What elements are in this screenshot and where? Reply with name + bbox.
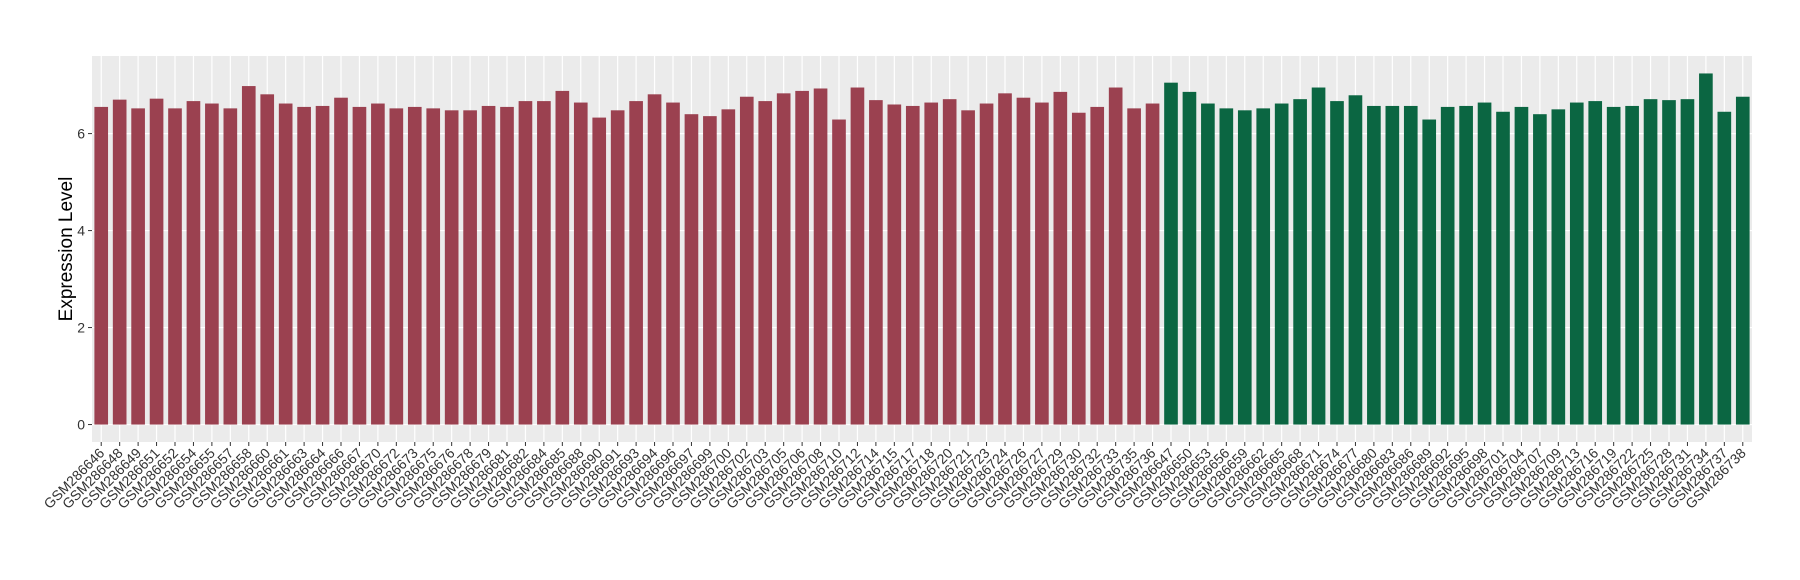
y-tick-label: 2 xyxy=(77,320,85,336)
bar xyxy=(297,106,311,425)
bar xyxy=(739,96,754,425)
bar xyxy=(1477,102,1492,425)
bar xyxy=(721,109,736,425)
bar xyxy=(1588,101,1603,425)
bar xyxy=(407,106,422,425)
bar xyxy=(592,117,607,425)
bar xyxy=(1127,108,1141,425)
bar xyxy=(832,119,846,425)
bar xyxy=(758,101,773,425)
bar xyxy=(131,108,145,425)
bar xyxy=(500,106,514,425)
bar xyxy=(1256,108,1271,425)
bar xyxy=(371,103,385,425)
bar xyxy=(1164,82,1178,425)
bar xyxy=(1274,103,1289,425)
bar xyxy=(869,100,883,425)
y-tick-label: 6 xyxy=(77,126,85,142)
bar xyxy=(573,102,588,425)
bar xyxy=(647,94,662,425)
bar xyxy=(426,108,441,425)
bar xyxy=(684,114,699,425)
bar xyxy=(1606,106,1621,425)
bar xyxy=(1182,91,1197,425)
bar xyxy=(223,108,238,425)
bar xyxy=(1459,105,1473,425)
y-tick-label: 0 xyxy=(77,417,85,433)
bar xyxy=(278,103,293,425)
bar xyxy=(1201,103,1215,425)
bar xyxy=(961,110,975,425)
bar xyxy=(1735,96,1750,425)
bar xyxy=(703,116,717,425)
bar xyxy=(813,88,828,425)
bar xyxy=(444,110,459,425)
bar xyxy=(1053,91,1068,425)
bar xyxy=(186,101,201,425)
bar xyxy=(1367,105,1381,425)
panel xyxy=(92,56,1752,442)
bar xyxy=(1403,105,1418,425)
bar xyxy=(850,87,865,425)
bar xyxy=(1717,111,1732,425)
bar xyxy=(1533,114,1547,425)
bar xyxy=(1680,99,1695,425)
bar xyxy=(1293,99,1307,425)
bar xyxy=(1348,95,1363,425)
bar xyxy=(260,94,275,425)
bar xyxy=(463,110,477,425)
bar xyxy=(1016,97,1031,425)
bar xyxy=(334,97,348,425)
bar xyxy=(481,105,496,425)
bar xyxy=(1237,110,1252,425)
bar xyxy=(168,108,182,425)
bar xyxy=(1145,103,1160,425)
bar xyxy=(315,105,330,425)
bar xyxy=(1219,108,1234,425)
bar xyxy=(776,93,791,425)
bar xyxy=(1551,109,1566,425)
bar xyxy=(389,108,404,425)
bar xyxy=(1090,106,1105,425)
bar xyxy=(1422,119,1437,425)
bar xyxy=(1643,99,1658,425)
bar xyxy=(979,103,994,425)
bar xyxy=(1330,101,1344,425)
bar xyxy=(1108,87,1123,425)
bar xyxy=(795,90,809,425)
bar xyxy=(1569,102,1584,425)
bar xyxy=(518,101,533,425)
bar xyxy=(666,102,680,425)
bar xyxy=(352,106,367,425)
bar xyxy=(1496,111,1510,425)
bar xyxy=(555,90,570,425)
bar xyxy=(94,106,109,425)
bar xyxy=(112,99,127,425)
bar xyxy=(610,110,625,425)
bar xyxy=(1311,87,1326,425)
bar xyxy=(149,98,164,425)
bar xyxy=(887,104,902,425)
y-tick-label: 4 xyxy=(77,223,85,239)
bar xyxy=(241,86,256,425)
bar xyxy=(942,99,957,425)
bar xyxy=(1514,106,1529,425)
bar xyxy=(1625,105,1639,425)
y-axis-title: Expression Level xyxy=(56,177,77,322)
bar xyxy=(1699,73,1713,425)
bar xyxy=(1440,106,1455,425)
bar xyxy=(629,101,643,425)
bar xyxy=(205,103,219,425)
bar xyxy=(998,93,1012,425)
bar xyxy=(924,102,939,425)
bar xyxy=(1385,105,1400,425)
bar xyxy=(1662,100,1676,425)
bar xyxy=(537,101,551,425)
bar xyxy=(1035,102,1049,425)
bar xyxy=(905,105,920,425)
bar xyxy=(1071,112,1086,425)
